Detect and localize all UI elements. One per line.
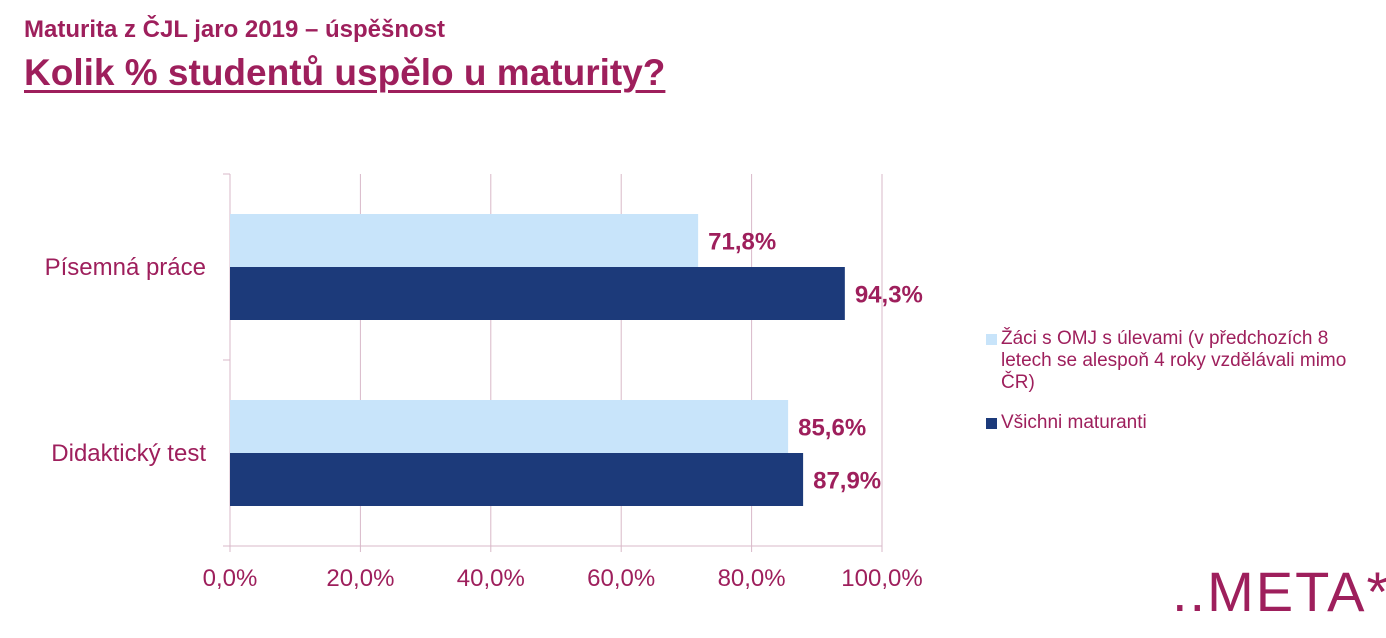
x-tick-label: 20,0% [326, 565, 394, 592]
meta-logo: ..META*˘ [1172, 560, 1386, 623]
x-tick-label: 80,0% [718, 565, 786, 592]
category-label: Didaktický test [51, 440, 206, 467]
bar-chart: 0,0% 20,0% 40,0% 60,0% 80,0% 100,0% Písemná pr… [45, 173, 923, 592]
legend-item-omj: Žáci s OMJ s úlevami (v předchozích 8 le… [986, 328, 1366, 394]
chart-title: Kolik % studentů uspělo u maturity? [24, 52, 666, 93]
bar-s1-c0 [230, 267, 845, 320]
bar-s1-c1 [230, 453, 804, 506]
x-tick-label: 100,0% [841, 565, 922, 592]
chart-subtitle: Maturita z ČJL jaro 2019 – úspěšnost [24, 16, 446, 43]
legend-swatch-all [986, 418, 997, 429]
bar-s0-c0 [230, 214, 699, 267]
data-label: 71,8% [708, 229, 776, 256]
x-tick-label: 60,0% [587, 565, 655, 592]
legend-item-all: Všichni maturanti [986, 412, 1366, 434]
data-label: 85,6% [798, 415, 866, 442]
legend-swatch-omj [986, 334, 997, 345]
bar-s0-c1 [230, 400, 789, 453]
legend-label-all: Všichni maturanti [1001, 412, 1147, 433]
category-label: Písemná práce [45, 254, 206, 281]
x-tick-label: 0,0% [203, 565, 258, 592]
x-tick-label: 40,0% [457, 565, 525, 592]
data-label: 87,9% [813, 468, 881, 495]
data-label: 94,3% [855, 282, 923, 309]
legend-label-omj: Žáci s OMJ s úlevami (v předchozích 8 le… [1001, 328, 1347, 393]
legend: Žáci s OMJ s úlevami (v předchozích 8 le… [986, 328, 1366, 452]
